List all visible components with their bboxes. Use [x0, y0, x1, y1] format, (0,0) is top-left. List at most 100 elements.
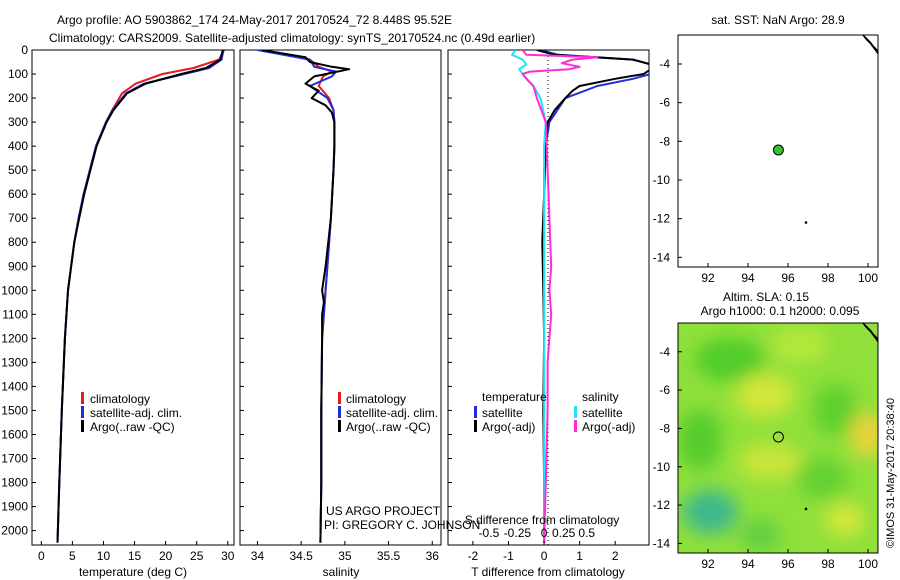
- legend-swatch-sal-satellite: [574, 406, 577, 418]
- credit-project: US ARGO PROJECT: [326, 504, 441, 518]
- legend-label-sal-argo: Argo(-adj): [582, 420, 635, 434]
- sla-map-coastline: [862, 323, 878, 343]
- x-tick-label: 34: [251, 549, 265, 563]
- header-title-line2: Climatology: CARS2009. Satellite-adjuste…: [49, 31, 535, 45]
- sla-map-field: [678, 323, 878, 553]
- depth-tick-label: 2000: [1, 524, 28, 538]
- legend-label-temp-argo: Argo(-adj): [482, 420, 535, 434]
- map-x-tick-label: 98: [821, 557, 835, 571]
- difference-legend: temperature salinity satellite Argo(-adj…: [474, 390, 635, 434]
- header-title-line1: Argo profile: AO 5903862_174 24-May-2017…: [57, 13, 452, 27]
- map-x-tick-label: 100: [858, 271, 878, 285]
- series-line-argo-raw-qc: [261, 50, 351, 543]
- sla-blob: [825, 504, 865, 536]
- map-y-tick-label: -8: [659, 421, 670, 435]
- sla-blob: [850, 413, 878, 457]
- depth-tick-label: 1500: [1, 403, 28, 417]
- s-tick-label: -0.5: [479, 526, 500, 540]
- map-y-tick-label: -14: [653, 250, 671, 264]
- x-tick-label: -2: [468, 549, 479, 563]
- x-tick-label: 0: [38, 549, 45, 563]
- depth-tick-label: 1400: [1, 379, 28, 393]
- x-tick-label: 5: [69, 549, 76, 563]
- x-tick-label: 2: [612, 549, 619, 563]
- salinity-legend: climatology satellite-adj. clim. Argo(..…: [338, 392, 438, 434]
- sla-map-title-line1: Altim. SLA: 0.15: [723, 290, 809, 304]
- s-difference-xlabel: S difference from climatology: [465, 513, 620, 527]
- legend-swatch-climatology: [338, 392, 341, 404]
- map-x-tick-label: 96: [781, 271, 795, 285]
- sla-blob: [695, 338, 765, 382]
- credit-pi: PI: GREGORY C. JOHNSON: [324, 518, 480, 532]
- depth-tick-label: 700: [8, 211, 28, 225]
- legend-header-temperature: temperature: [482, 390, 547, 404]
- sla-blob: [738, 444, 802, 480]
- x-tick-label: 30: [221, 549, 235, 563]
- depth-tick-label: 0: [21, 43, 28, 57]
- map-y-tick-label: -4: [659, 57, 670, 71]
- salinity-plot-frame: [239, 49, 442, 546]
- depth-tick-label: 1800: [1, 476, 28, 490]
- t-difference-xlabel: T difference from climatology: [471, 565, 625, 579]
- sst-map-coastline: [862, 35, 878, 55]
- legend-header-salinity: salinity: [582, 390, 619, 404]
- map-x-tick-label: 100: [858, 557, 878, 571]
- x-tick-label: 25: [190, 549, 204, 563]
- s-tick-label: -0.25: [504, 526, 532, 540]
- sla-map-content: 92 94 96 98 100 -4 -6 -8 -10 -12 -14: [653, 345, 879, 571]
- sla-blob: [796, 458, 848, 498]
- legend-swatch-satellite: [81, 406, 84, 418]
- series-line-argo-raw-qc: [56, 50, 224, 543]
- x-axis-ticks: 0 5 10 15 20 25 30 34 34.5 35 35.5 36 -2 -1 0 1 2 -0.5 -0.…: [38, 526, 619, 563]
- map-y-tick-label: -10: [653, 460, 671, 474]
- legend-swatch-argo: [81, 420, 84, 432]
- s-tick-label: 0: [541, 526, 548, 540]
- depth-tick-label: 400: [8, 139, 28, 153]
- x-tick-label: 35: [338, 549, 352, 563]
- depth-tick-label: 1200: [1, 331, 28, 345]
- map-y-tick-label: -12: [653, 212, 671, 226]
- island-marker: [804, 507, 808, 511]
- map-y-tick-label: -12: [653, 498, 671, 512]
- x-tick-label: 0: [541, 549, 548, 563]
- sla-blob: [740, 519, 780, 551]
- series-line-salinity-argo-adj: [521, 50, 599, 543]
- sla-blob: [678, 410, 722, 470]
- sst-map-content: 92 94 96 98 100 -4 -6 -8 -10 -12 -14: [653, 57, 879, 285]
- map-y-tick-label: -14: [653, 536, 671, 550]
- series-line-salinity-satellite: [511, 50, 547, 543]
- island-marker: [804, 221, 808, 224]
- temperature-series: [56, 50, 225, 543]
- sla-map-title-line2: Argo h1000: 0.1 h2000: 0.095: [701, 304, 860, 318]
- depth-tick-label: 200: [8, 91, 28, 105]
- map-y-tick-label: -4: [659, 345, 670, 359]
- temperature-plot-frame: [31, 49, 235, 546]
- x-tick-label: 15: [128, 549, 142, 563]
- sst-map-title: sat. SST: NaN Argo: 28.9: [711, 13, 845, 27]
- sla-map-frame: [677, 322, 879, 554]
- legend-label-climatology: climatology: [90, 392, 150, 406]
- depth-axis-ticks: 0 100 200 300 400 500 600 700 800 900 1000 1100 1200…: [1, 43, 452, 538]
- salinity-xlabel: salinity: [323, 565, 360, 579]
- sla-blob: [813, 384, 857, 436]
- sla-field-blobs: [678, 327, 878, 551]
- map-x-tick-label: 94: [741, 271, 755, 285]
- map-x-tick-label: 92: [701, 557, 715, 571]
- depth-tick-label: 900: [8, 259, 28, 273]
- depth-tick-label: 1100: [2, 307, 28, 321]
- depth-tick-label: 1900: [1, 500, 28, 514]
- depth-tick-label: 1600: [1, 427, 28, 441]
- x-tick-label: 35.5: [377, 549, 401, 563]
- salinity-series: [257, 50, 351, 543]
- legend-label-sal-satellite: satellite: [582, 406, 623, 420]
- argo-position-marker: [772, 144, 784, 156]
- difference-series: [511, 50, 649, 545]
- legend-swatch-temp-argo: [474, 420, 477, 432]
- map-y-tick-label: -6: [659, 96, 670, 110]
- depth-tick-label: 600: [8, 187, 28, 201]
- sla-blob: [682, 490, 738, 534]
- depth-tick-label: 100: [8, 67, 28, 81]
- legend-label-satellite: satellite-adj. clim.: [346, 406, 438, 420]
